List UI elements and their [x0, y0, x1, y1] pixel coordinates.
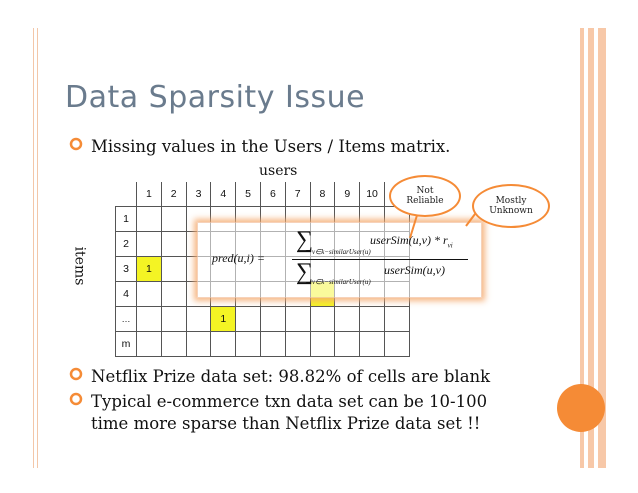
bullet-text: Missing values in the Users / Items matr…: [91, 137, 451, 156]
numerator-text: userSim(u,v) * r: [370, 233, 448, 247]
decorative-orange-circle: [557, 384, 605, 432]
slide-title: Data Sparsity Issue: [65, 80, 366, 115]
bullet-ring-icon: [69, 137, 83, 151]
right-border-stripe: [580, 28, 584, 468]
sum-symbol: ∑: [296, 259, 314, 285]
numerator-subscript: vi: [447, 241, 453, 250]
bullet-text: Netflix Prize data set: 98.82% of cells …: [91, 367, 491, 386]
matrix-cell-filled: 1: [136, 256, 162, 282]
sum-symbol: ∑: [296, 227, 314, 253]
sum-subscript: v∈k−similarUser(u): [312, 248, 371, 256]
matrix-row: … 1: [115, 306, 410, 332]
bullet-text-continued: time more sparse than Netflix Prize data…: [91, 414, 481, 433]
right-border-stripe: [598, 28, 606, 468]
right-border-stripe: [588, 28, 594, 468]
formula-numerator: userSim(u,v) * rvi: [370, 233, 453, 249]
not-reliable-callout: Not Reliable: [389, 175, 461, 217]
formula-denominator: userSim(u,v): [384, 263, 445, 277]
matrix-row: m: [115, 331, 410, 357]
column-header: 8: [309, 182, 336, 207]
left-border-line: [37, 28, 38, 468]
callout-text: Not: [416, 186, 434, 196]
formula-lhs: pred(u,i) =: [212, 251, 265, 265]
sum-subscript: v∈k−similarUser(u): [312, 278, 371, 286]
left-border-line: [33, 28, 34, 468]
bullet-text: Typical e-commerce txn data set can be 1…: [91, 392, 488, 411]
callout-text: Unknown: [489, 206, 533, 216]
bullet-ring-icon: [69, 392, 83, 406]
users-axis-label: users: [259, 163, 298, 179]
fraction-bar: [292, 259, 468, 260]
callout-text: Mostly: [495, 196, 527, 206]
callout-text: Reliable: [406, 196, 444, 206]
mostly-unknown-callout: Mostly Unknown: [472, 184, 550, 228]
bullet-ring-icon: [69, 367, 83, 381]
prediction-formula: pred(u,i) = ∑ v∈k−similarUser(u) userSim…: [197, 222, 482, 298]
row-header: m: [115, 331, 137, 357]
